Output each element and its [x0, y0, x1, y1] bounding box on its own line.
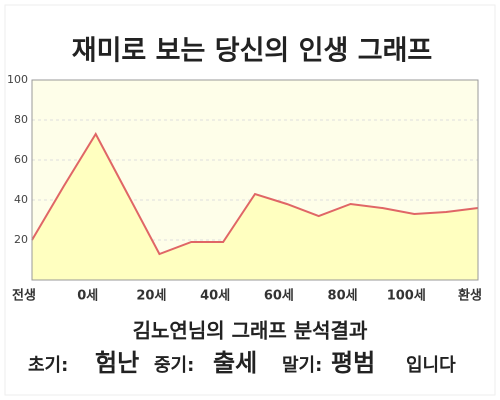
y-tick-label: 100 [7, 73, 28, 86]
result-verdict: 평범 [331, 349, 375, 377]
area [32, 134, 478, 280]
x-tick-label: 환생 [458, 288, 482, 304]
x-tick-label: 80세 [328, 289, 358, 304]
plot-border [31, 79, 479, 281]
result-line: 초기: 험난 중기: 출세 말기: 평범 입니다 [28, 349, 456, 377]
x-tick-label: 0세 [77, 289, 98, 304]
y-tick-label: 80 [14, 113, 28, 126]
frame [4, 4, 496, 396]
x-tick-label: 전생 [12, 288, 36, 304]
result-label: 초기: [28, 355, 68, 376]
y-tick-label: 20 [14, 233, 28, 246]
chart-title: 재미로 보는 당신의 인생 그래프 [72, 36, 433, 67]
x-tick-label: 20세 [136, 289, 166, 304]
result-ending: 입니다 [406, 354, 456, 376]
x-tick-label: 100세 [387, 289, 426, 304]
y-tick-label: 40 [14, 193, 28, 206]
result-verdict: 출세 [213, 349, 257, 377]
y-tick-label: 60 [14, 153, 28, 166]
result-verdict: 험난 [95, 349, 139, 377]
result-label: 말기: [282, 355, 322, 376]
result-label: 중기: [154, 355, 194, 376]
x-tick-label: 40세 [200, 289, 230, 304]
line [31, 131, 479, 256]
result-heading: 김노연님의 그래프 분석결과 [133, 319, 368, 343]
x-tick-label: 60세 [264, 289, 294, 304]
